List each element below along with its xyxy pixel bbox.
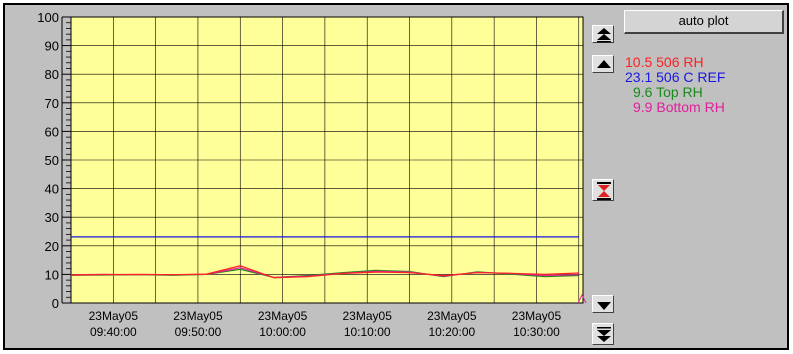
y-tick-label: 90 <box>45 39 59 54</box>
legend: 10.5 506 RH 23.1 506 C REF 9.6 Top RH 9.… <box>625 55 785 115</box>
hourglass-zoom-icon <box>597 182 611 200</box>
x-tick-date: 23May05 <box>427 309 477 323</box>
x-axis: 23May05 09:40:00 23May05 09:50:00 23May05 10:… <box>89 309 562 339</box>
y-tick-label: 30 <box>45 210 59 225</box>
legend-item-506-c-ref: 23.1 506 C REF <box>625 69 726 85</box>
x-tick-time: 10:20:00 <box>428 325 475 339</box>
scroll-up-button[interactable] <box>592 55 614 73</box>
end-marker <box>577 293 587 304</box>
x-tick-date: 23May05 <box>89 309 139 323</box>
chart-window: 0 10 20 30 40 50 60 70 80 90 100 23May05 09:40:00 23… <box>3 3 789 350</box>
x-tick-time: 09:40:00 <box>90 325 137 339</box>
x-tick-time: 10:30:00 <box>513 325 560 339</box>
x-tick-date: 23May05 <box>258 309 308 323</box>
x-tick-time: 10:00:00 <box>259 325 306 339</box>
legend-item-506-rh: 10.5 506 RH <box>625 54 704 70</box>
y-tick-label: 100 <box>37 10 59 25</box>
scroll-bottom-button[interactable] <box>592 323 614 345</box>
down-arrow-icon <box>597 302 611 310</box>
up-arrow-icon <box>597 60 611 68</box>
auto-plot-button[interactable]: auto plot <box>624 10 784 34</box>
series-layer <box>70 236 579 279</box>
x-tick-time: 09:50:00 <box>175 325 222 339</box>
legend-item-bottom-rh: 9.9 Bottom RH <box>633 99 725 115</box>
y-tick-label: 50 <box>45 153 59 168</box>
y-tick-label: 10 <box>45 267 59 282</box>
x-tick-time: 10:10:00 <box>344 325 391 339</box>
y-axis: 0 10 20 30 40 50 60 70 80 90 100 <box>37 10 71 311</box>
y-tick-label: 60 <box>45 124 59 139</box>
x-tick-date: 23May05 <box>343 309 393 323</box>
legend-item-top-rh: 9.6 Top RH <box>633 84 703 100</box>
series-line-506-rh <box>70 265 579 279</box>
y-tick-label: 40 <box>45 182 59 197</box>
y-tick-label: 0 <box>52 296 59 311</box>
x-tick-date: 23May05 <box>512 309 562 323</box>
y-tick-label: 20 <box>45 239 59 254</box>
x-tick-date: 23May05 <box>173 309 223 323</box>
double-up-arrow-icon <box>597 28 611 43</box>
zoom-button[interactable] <box>592 179 614 201</box>
y-tick-label: 80 <box>45 67 59 82</box>
scroll-down-button[interactable] <box>592 295 614 313</box>
y-tick-label: 70 <box>45 96 59 111</box>
double-down-arrow-icon <box>597 327 611 342</box>
scroll-top-button[interactable] <box>592 25 614 43</box>
